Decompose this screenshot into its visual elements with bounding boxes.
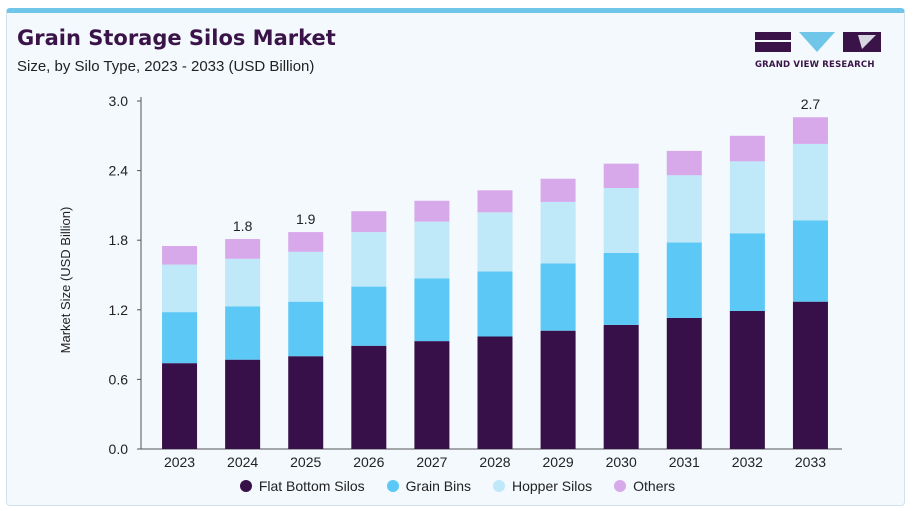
- legend: Flat Bottom Silos Grain Bins Hopper Silos O…: [0, 478, 915, 494]
- bar-segment-2027-others: [414, 200, 450, 222]
- bar-segment-2033-others: [792, 117, 828, 144]
- bar-segment-2032-grain-bins: [729, 233, 765, 311]
- legend-item-others: Others: [614, 478, 675, 494]
- bar-segment-2023-others: [162, 246, 198, 265]
- bar-segment-2032-hopper-silos: [729, 161, 765, 234]
- bar-segment-2028-hopper-silos: [477, 212, 513, 272]
- x-tick-label: 2024: [227, 454, 258, 470]
- legend-swatch: [386, 480, 399, 492]
- bar-segment-2023-grain-bins: [162, 312, 198, 364]
- bar-segment-2029-flat-bottom-silos: [540, 330, 576, 449]
- legend-label: Flat Bottom Silos: [258, 478, 365, 494]
- bar-segment-2025-others: [288, 232, 324, 252]
- bar-segment-2033-hopper-silos: [792, 143, 828, 221]
- legend-swatch: [614, 480, 627, 492]
- bar-segment-2023-hopper-silos: [162, 264, 198, 313]
- bar-segment-2027-grain-bins: [414, 278, 450, 342]
- bar-segment-2026-others: [351, 211, 387, 233]
- bar-segment-2023-flat-bottom-silos: [162, 363, 198, 449]
- bar-segment-2030-flat-bottom-silos: [603, 324, 639, 449]
- bar-segment-2030-grain-bins: [603, 252, 639, 325]
- bar-segment-2026-hopper-silos: [351, 232, 387, 287]
- y-axis-title: Market Size (USD Billion): [58, 207, 73, 354]
- bar-segment-2031-grain-bins: [666, 242, 702, 318]
- y-tick-label: 0.0: [109, 441, 129, 457]
- data-label-2025: 1.9: [296, 211, 316, 227]
- bar-segment-2027-hopper-silos: [414, 221, 450, 279]
- legend-label: Hopper Silos: [512, 478, 593, 494]
- bar-segment-2031-others: [666, 150, 702, 176]
- bar-segment-2026-flat-bottom-silos: [351, 345, 387, 449]
- logo-text: GRAND VIEW RESEARCH: [755, 60, 875, 70]
- bar-segment-2024-others: [225, 239, 261, 259]
- chart-subtitle: Size, by Silo Type, 2023 - 2033 (USD Bil…: [17, 58, 315, 75]
- x-tick-label: 2031: [669, 454, 700, 470]
- bar-segment-2032-flat-bottom-silos: [729, 310, 765, 449]
- bar-segment-2030-others: [603, 163, 639, 188]
- legend-item-flat-bottom-silos: Flat Bottom Silos: [239, 478, 365, 494]
- y-tick-label: 1.8: [109, 232, 129, 248]
- y-tick-label: 3.0: [109, 93, 129, 109]
- y-tick-label: 2.4: [109, 163, 129, 179]
- bar-segment-2028-flat-bottom-silos: [477, 336, 513, 449]
- y-tick-label: 1.2: [109, 302, 129, 318]
- legend-item-grain-bins: Grain Bins: [386, 478, 471, 494]
- bar-segment-2025-hopper-silos: [288, 251, 324, 302]
- bar-segment-2032-others: [729, 135, 765, 162]
- legend-swatch: [493, 480, 505, 492]
- chart-title: Grain Storage Silos Market: [17, 26, 336, 50]
- bar-segment-2028-grain-bins: [477, 271, 513, 337]
- x-tick-label: 2028: [479, 454, 510, 470]
- x-tick-label: 2027: [416, 454, 447, 470]
- bar-segment-2025-grain-bins: [288, 301, 324, 357]
- bar-segment-2027-flat-bottom-silos: [414, 341, 450, 449]
- bar-segment-2025-flat-bottom-silos: [288, 356, 324, 449]
- data-label-2033: 2.7: [801, 96, 821, 112]
- bar-segment-2024-hopper-silos: [225, 258, 261, 307]
- bar-segment-2033-grain-bins: [792, 220, 828, 302]
- y-tick-label: 0.6: [109, 371, 129, 387]
- bar-segment-2029-hopper-silos: [540, 201, 576, 264]
- bar-segment-2031-hopper-silos: [666, 175, 702, 243]
- x-tick-label: 2025: [290, 454, 321, 470]
- bar-segment-2030-hopper-silos: [603, 188, 639, 253]
- bar-segment-2029-others: [540, 178, 576, 202]
- x-tick-label: 2026: [353, 454, 384, 470]
- x-tick-label: 2032: [732, 454, 763, 470]
- bar-segment-2026-grain-bins: [351, 286, 387, 346]
- bar-segment-2033-flat-bottom-silos: [792, 301, 828, 449]
- legend-item-hopper-silos: Hopper Silos: [493, 478, 592, 494]
- legend-label: Grain Bins: [405, 478, 471, 494]
- legend-swatch: [239, 480, 252, 492]
- bar-segment-2028-others: [477, 190, 513, 213]
- bar-segment-2024-flat-bottom-silos: [225, 359, 261, 449]
- x-tick-label: 2033: [795, 454, 826, 470]
- bar-segment-2031-flat-bottom-silos: [666, 317, 702, 449]
- x-tick-label: 2029: [543, 454, 574, 470]
- bar-segment-2024-grain-bins: [225, 306, 261, 360]
- grand-view-research-logo: [755, 32, 881, 52]
- x-tick-label: 2023: [164, 454, 195, 470]
- bar-segment-2029-grain-bins: [540, 263, 576, 331]
- data-label-2024: 1.8: [233, 218, 253, 234]
- x-tick-label: 2030: [606, 454, 637, 470]
- legend-label: Others: [633, 478, 676, 494]
